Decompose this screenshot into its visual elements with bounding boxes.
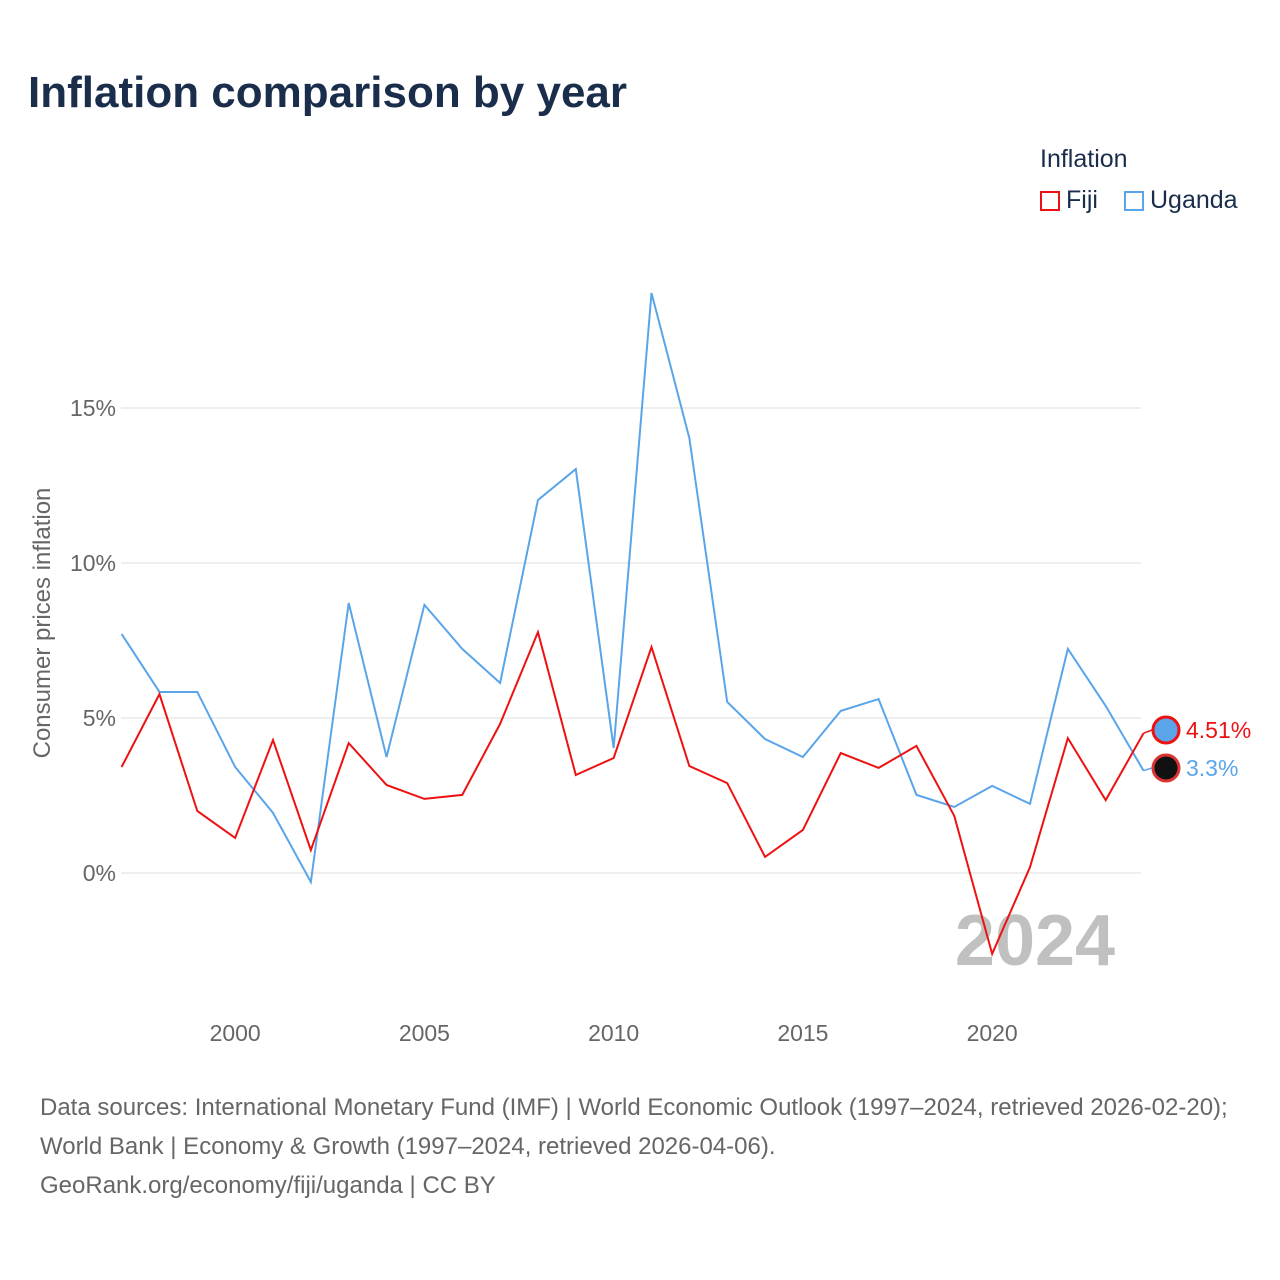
y-tick-label: 0% [83,860,116,886]
source-link[interactable]: GeoRank.org/economy/fiji/uganda | CC BY [40,1172,496,1199]
footer: Data sources: International Monetary Fun… [40,1088,1250,1205]
series-line-uganda [120,292,1145,886]
y-tick-label: 10% [70,550,116,576]
year-watermark: 2024 [955,901,1115,981]
legend-item-fiji[interactable]: Fiji [1040,186,1098,215]
line-chart: 2024 Consumer prices inflation 0% 5% 10% 15… [29,292,1251,1046]
legend-title: Inflation [1040,145,1128,173]
end-connector [1143,767,1153,772]
end-label-fiji: 4.51% [1186,717,1251,743]
end-label-uganda: 3.3% [1186,755,1238,781]
x-tick-label: 2005 [399,1020,450,1046]
legend-swatch-fiji [1040,190,1060,211]
data-sources: Data sources: International Monetary Fun… [40,1094,1228,1160]
legend-swatch-uganda [1124,190,1144,211]
series-line-fiji [120,629,1145,957]
x-tick-label: 2015 [777,1020,828,1046]
x-tick-label: 2000 [210,1020,261,1046]
legend-label-uganda: Uganda [1150,186,1238,214]
y-tick-label: 5% [83,705,116,731]
flag-icon-fiji [1151,715,1181,745]
chart-title: Inflation comparison by year [28,68,628,117]
x-tick-label: 2020 [967,1020,1018,1046]
legend-item-uganda[interactable]: Uganda [1124,186,1238,215]
y-tick-label: 15% [70,395,116,421]
end-connector [1143,729,1153,734]
legend-label-fiji: Fiji [1066,186,1098,214]
x-tick-label: 2010 [588,1020,639,1046]
y-axis-label: Consumer prices inflation [29,488,56,759]
flag-icon-uganda [1151,753,1181,783]
